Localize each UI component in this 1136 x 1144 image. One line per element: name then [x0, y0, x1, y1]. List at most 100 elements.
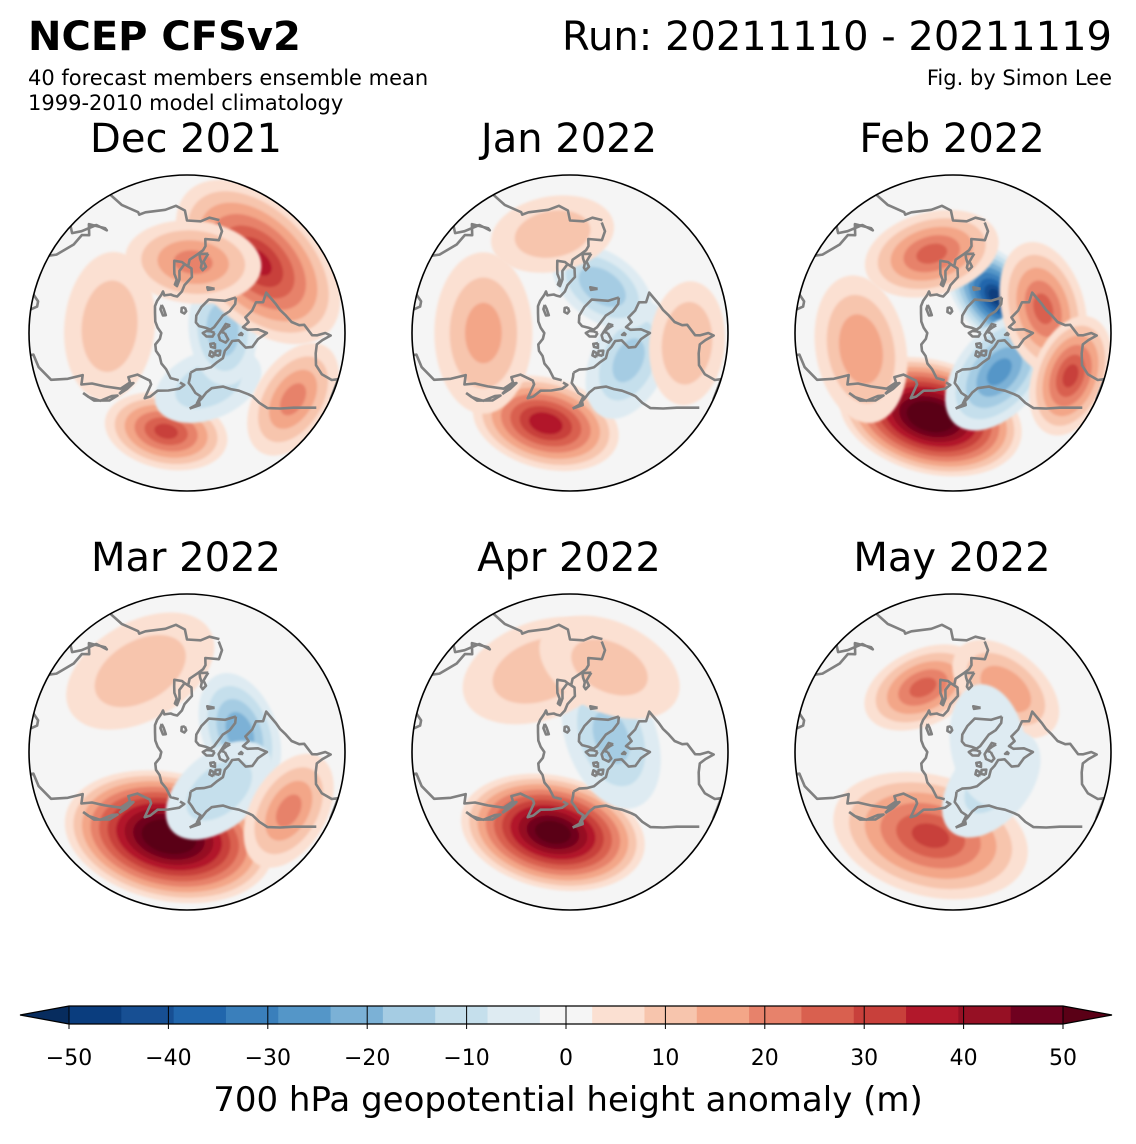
coastline	[198, 671, 210, 691]
coastline	[848, 391, 885, 403]
colorbar-over-extension	[1063, 1006, 1112, 1024]
colorbar-tick-label: −20	[343, 1046, 391, 1071]
coastline	[542, 304, 551, 317]
positive-anomaly	[434, 252, 533, 414]
colorbar-bin	[1010, 1006, 1064, 1024]
coastline	[596, 349, 605, 358]
colorbar-tick-label: −10	[443, 1046, 490, 1071]
coastline	[180, 306, 188, 315]
figure-title: NCEP CFSv2	[28, 14, 301, 60]
coastline	[208, 350, 216, 359]
colorbar-tick-label: 30	[850, 1046, 879, 1071]
colorbar-label: 700 hPa geopotential height anomaly (m)	[213, 1080, 923, 1120]
anomaly-map-dec-2021	[28, 174, 346, 492]
coastline	[591, 769, 599, 778]
colorbar-bin	[801, 1006, 855, 1024]
colorbar-tick-label: 10	[651, 1046, 680, 1071]
coastline	[577, 296, 621, 331]
colorbar	[19, 1005, 1113, 1029]
coastline	[465, 810, 502, 822]
coastline	[572, 291, 723, 401]
coastline	[563, 306, 571, 315]
panel-title-jan-2022: Jan 2022	[480, 116, 658, 162]
run-dates: Run: 20211110 - 20211119	[562, 14, 1112, 60]
climatology-description: 1999-2010 model climatology	[28, 91, 344, 115]
coastline	[591, 350, 599, 359]
coastline	[501, 800, 518, 815]
coastline	[536, 641, 607, 801]
coastline	[589, 705, 598, 711]
coastline	[118, 381, 135, 396]
colorbar-tick-label: −30	[244, 1046, 292, 1071]
coastline	[985, 322, 997, 334]
coastline	[572, 710, 723, 820]
coastlines	[412, 184, 723, 410]
colorbar-tick-label: 40	[949, 1046, 978, 1071]
coastline	[187, 372, 317, 410]
map-boundary-jan-2022	[411, 174, 729, 492]
coastline	[955, 710, 1106, 820]
coastline	[884, 381, 901, 396]
coastline	[153, 222, 224, 382]
ensemble-description: 40 forecast members ensemble mean	[28, 66, 429, 90]
coastline	[974, 350, 982, 359]
positive-anomaly	[1029, 316, 1111, 436]
coastline	[180, 725, 188, 734]
coastline	[209, 341, 217, 350]
colorbar-bin	[173, 1006, 227, 1024]
coastline	[960, 296, 1004, 331]
coastline	[237, 750, 245, 756]
positive-anomaly	[472, 375, 619, 472]
coastline	[201, 329, 216, 338]
coastline	[975, 760, 983, 769]
colorbar-bin	[69, 1006, 122, 1024]
map-boundary-feb-2022	[794, 174, 1112, 492]
coastline	[581, 252, 593, 272]
map-boundary-may-2022	[794, 593, 1112, 911]
coastline	[201, 748, 216, 757]
colorbar-bin	[487, 1006, 541, 1024]
coastline	[82, 810, 119, 822]
colorbar-tick-label: 20	[750, 1046, 779, 1071]
coastline	[1003, 331, 1011, 337]
coastline	[589, 286, 598, 292]
colorbar-bin	[749, 1006, 802, 1024]
coastline	[213, 349, 222, 358]
coastline	[954, 820, 967, 829]
coastline	[570, 791, 700, 829]
coastline	[501, 381, 518, 396]
coastline	[972, 705, 981, 711]
colorbar-bin	[592, 1006, 645, 1024]
coastline	[577, 715, 621, 750]
coastline	[954, 401, 967, 410]
negative-anomaly	[585, 301, 672, 419]
anomaly-map-may-2022	[794, 593, 1112, 911]
coastline	[198, 252, 210, 272]
coastline	[602, 741, 614, 753]
coastline	[208, 769, 216, 778]
colorbar-tick-label: 0	[559, 1046, 573, 1071]
map-boundary-apr-2022	[411, 593, 729, 911]
coastline	[592, 760, 600, 769]
colorbar-bin	[382, 1006, 436, 1024]
colorbar-under-extension	[20, 1006, 69, 1024]
coastline	[967, 329, 982, 338]
negative-anomaly	[165, 741, 273, 840]
map-boundary-mar-2022	[28, 593, 346, 911]
coastline	[570, 372, 700, 410]
coastline	[209, 760, 217, 769]
map-boundary-dec-2021	[28, 174, 346, 492]
coastline	[584, 748, 599, 757]
coastline	[592, 341, 600, 350]
coastline	[542, 723, 551, 736]
coastline	[118, 800, 135, 815]
negative-anomaly	[949, 684, 1027, 808]
positive-anomaly	[243, 753, 334, 868]
coastline	[563, 725, 571, 734]
colorbar-bin	[330, 1006, 384, 1024]
coastline	[946, 725, 954, 734]
colorbar-bin	[906, 1006, 959, 1024]
colorbar-tick-label: −50	[45, 1046, 93, 1071]
coastline	[82, 391, 119, 403]
coastline	[964, 671, 976, 691]
